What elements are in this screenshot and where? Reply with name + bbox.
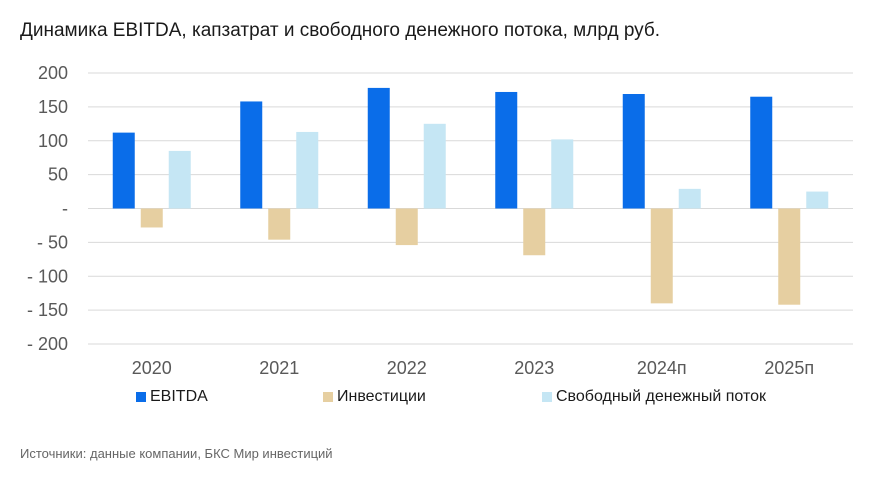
chart-title: Динамика EBITDA, капзатрат и свободного …: [20, 20, 661, 41]
bar: [296, 131, 319, 209]
bar: [140, 208, 163, 228]
bar: [168, 150, 191, 209]
bar: [622, 94, 645, 209]
bar: [650, 208, 673, 304]
y-tick-label: 150: [38, 97, 68, 117]
bar: [240, 101, 263, 209]
bar: [750, 96, 773, 209]
bar: [523, 208, 546, 256]
bar: [806, 191, 829, 209]
x-tick-label: 2025п: [764, 358, 814, 378]
y-tick-label: - 150: [27, 300, 68, 320]
legend-item-capex: Инвестиции: [323, 387, 426, 407]
x-tick-label: 2020: [132, 358, 172, 378]
legend-swatch-capex: [323, 392, 333, 402]
legend-label-ebitda: EBITDA: [150, 388, 208, 405]
bar: [778, 208, 801, 305]
legend-item-ebitda: EBITDA: [136, 387, 208, 407]
bar-chart: 200 150 100 50 - - 50 - 100 - 150 - 200 2020 2021 2…: [27, 63, 853, 378]
bar: [268, 208, 291, 240]
legend-label-capex: Инвестиции: [337, 388, 426, 405]
x-tick-label: 2024п: [637, 358, 687, 378]
legend-swatch-ebitda: [136, 392, 146, 402]
y-tick-label: 200: [38, 63, 68, 83]
y-tick-label: 100: [38, 131, 68, 151]
bar: [423, 123, 446, 209]
y-tick-label: -: [62, 199, 68, 219]
bar: [551, 139, 574, 209]
y-tick-label: 50: [48, 165, 68, 185]
source-note: Источники: данные компании, БКС Мир инве…: [20, 446, 333, 461]
bar: [112, 132, 135, 209]
y-tick-label: - 100: [27, 266, 68, 286]
y-tick-label: - 50: [37, 232, 68, 252]
y-tick-label: - 200: [27, 334, 68, 354]
legend-label-fcf: Свободный денежный поток: [556, 388, 767, 405]
bar: [495, 91, 518, 209]
x-tick-label: 2021: [259, 358, 299, 378]
legend-swatch-fcf: [542, 392, 552, 402]
x-tick-label: 2023: [514, 358, 554, 378]
bar: [395, 208, 418, 246]
x-tick-label: 2022: [387, 358, 427, 378]
bar: [367, 87, 390, 209]
bar: [678, 188, 701, 209]
legend-item-fcf: Свободный денежный поток: [542, 387, 766, 407]
